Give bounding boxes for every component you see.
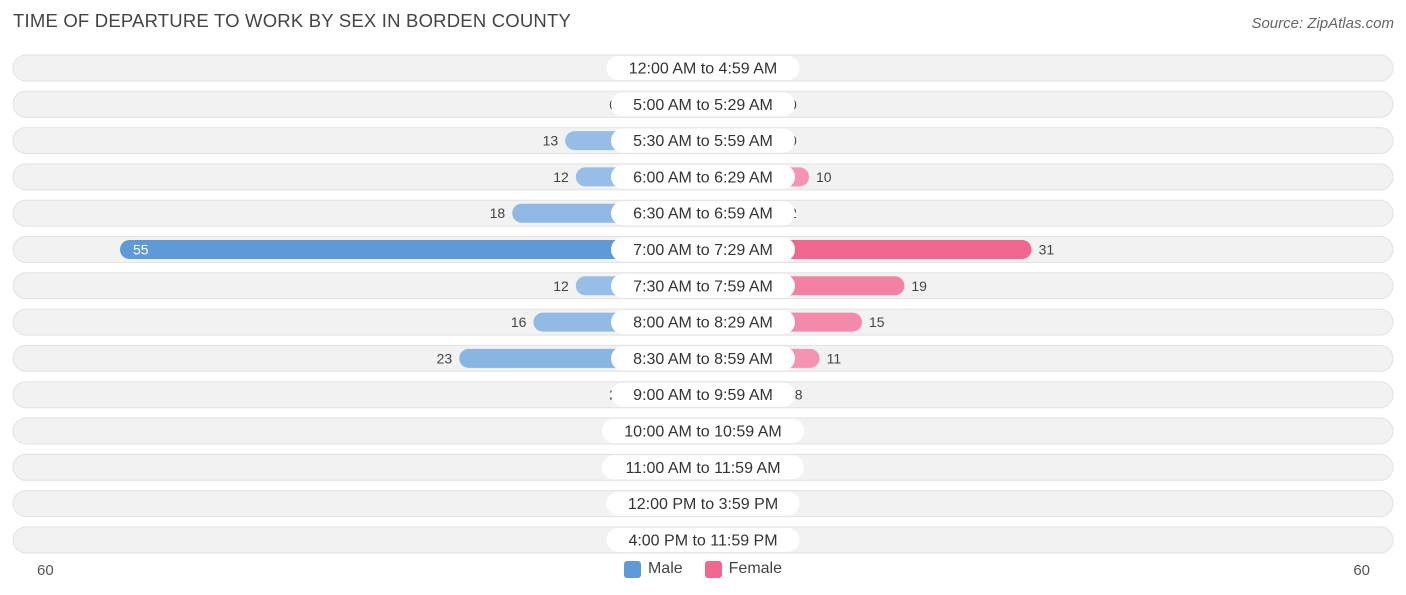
category-label: 7:30 AM to 7:59 AM [633,278,773,295]
male-value-label: 13 [543,133,559,149]
category-label: 8:30 AM to 8:59 AM [633,351,773,368]
category-label: 6:00 AM to 6:29 AM [633,169,773,186]
bar-row: 16 15 8:00 AM to 8:29 AM [12,308,1394,336]
category-pill [611,382,795,407]
bar-row: 0012:00 PM to 3:59 PM [12,490,1394,518]
category-pill [611,164,795,189]
category-label: 11:00 AM to 11:59 AM [625,460,780,477]
category-label: 8:00 AM to 8:29 AM [633,315,773,332]
category-pill [606,491,800,516]
bar-row: 1826:30 AM to 6:59 AM [12,199,1394,227]
legend-item-male: Male [623,560,683,578]
category-pill [611,273,795,298]
male-value-label: 16 [511,314,527,330]
chart-title: TIME OF DEPARTURE TO WORK BY SEX IN BORD… [13,10,572,31]
category-pill [611,201,795,226]
category-label: 5:30 AM to 5:59 AM [633,133,773,150]
source-label: Source: ZipAtlas.com [1251,15,1394,32]
female-value-label: 10 [816,169,832,185]
category-label: 10:00 AM to 10:59 AM [624,424,781,441]
category-pill [602,419,804,443]
category-label: 7:00 AM to 7:29 AM [633,242,773,259]
female-value-label: 19 [911,278,927,294]
male-bar [120,240,703,259]
legend-label-male: Male [647,560,683,577]
axis-left-label: 60 [37,562,54,579]
male-value-label: 12 [553,278,569,294]
category-label: 9:00 AM to 9:59 AM [633,387,773,404]
category-pill [606,56,800,80]
male-value-label: 55 [133,242,149,258]
legend: Male Female [0,560,1406,578]
category-pill [602,455,804,480]
category-pill [611,92,795,117]
male-value-label: 23 [437,350,453,366]
category-label: 5:00 AM to 5:29 AM [633,97,773,114]
category-pill [611,346,795,371]
category-pill [611,237,795,262]
bar-row: 0011:00 AM to 11:59 AM [12,453,1394,481]
axis-right-label: 60 [1353,562,1370,579]
female-value-label: 15 [869,314,885,330]
bar-row: 1305:30 AM to 5:59 AM [12,127,1394,155]
category-pill [606,527,800,552]
category-pill [611,310,795,335]
bar-row: 12 10 6:00 AM to 6:29 AM [12,163,1394,191]
bar-row: 23 11 8:30 AM to 8:59 AM [12,344,1394,372]
category-pill [611,128,795,153]
bar-row: 005:00 AM to 5:29 AM [12,90,1394,118]
legend-item-female: Female [704,560,783,578]
female-value-label: 31 [1039,242,1055,258]
female-value-label: 8 [795,387,803,403]
category-label: 6:30 AM to 6:59 AM [633,206,773,223]
bar-row: 0010:00 AM to 10:59 AM [12,417,1394,445]
legend-swatch-male [623,560,641,578]
bar-row: 1012:00 AM to 4:59 AM [12,54,1394,82]
category-label: 4:00 PM to 11:59 PM [628,532,777,549]
male-value-label: 12 [553,169,569,185]
female-value-label: 11 [827,350,842,366]
male-value-label: 18 [490,205,506,221]
bar-row: 104:00 PM to 11:59 PM [12,526,1394,554]
bar-row: 55 31 7:00 AM to 7:29 AM [12,236,1394,263]
legend-swatch-female [704,560,722,578]
category-label: 12:00 AM to 4:59 AM [629,61,778,78]
legend-label-female: Female [728,560,783,577]
bar-row: 12 19 7:30 AM to 7:59 AM [12,272,1394,300]
category-label: 12:00 PM to 3:59 PM [628,496,778,513]
bar-row: 289:00 AM to 9:59 AM [12,381,1394,409]
